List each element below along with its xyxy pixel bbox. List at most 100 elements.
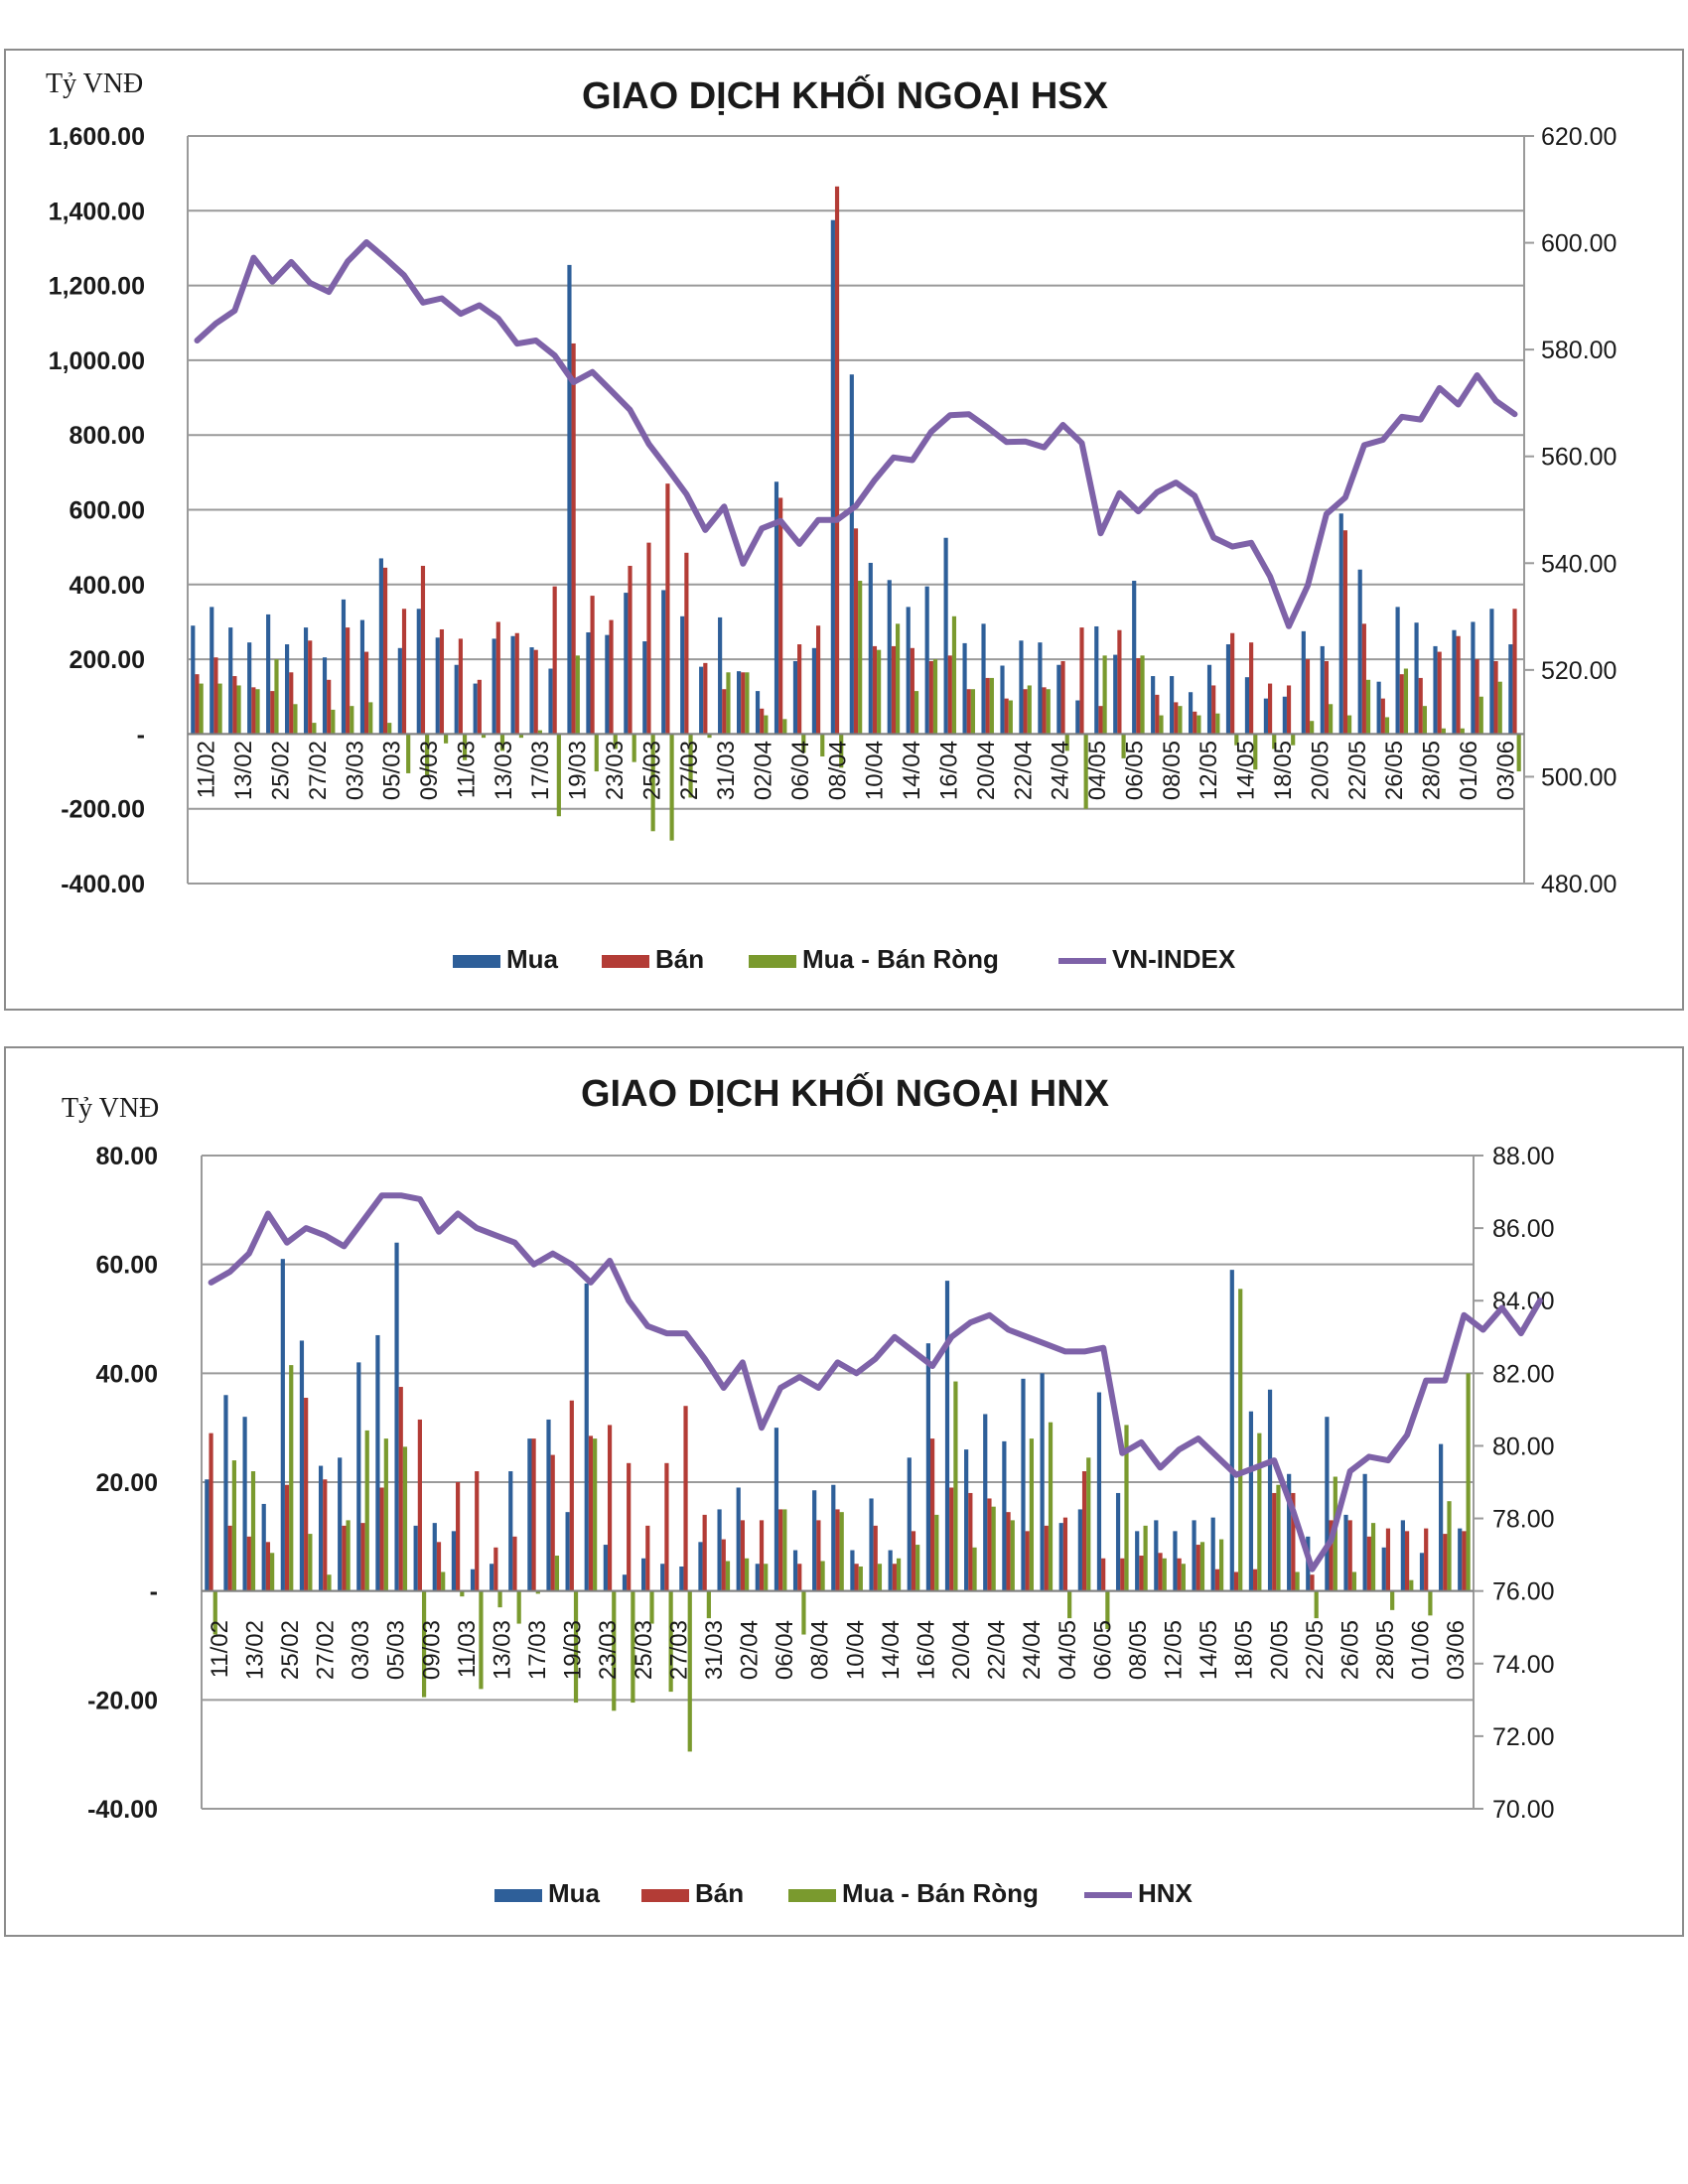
hnx-bar-ban — [323, 1479, 328, 1591]
hnx-x-tick-label: 23/03 — [595, 1620, 622, 1680]
hnx-bar-mua — [1229, 1270, 1234, 1591]
hsx-bar-rong — [1460, 728, 1465, 735]
hsx-bar-mua — [492, 638, 496, 735]
hsx-y-right-tick: 600.00 — [1541, 230, 1617, 258]
hsx-bar-mua — [605, 634, 610, 735]
hsx-legend-swatch — [453, 955, 500, 968]
hnx-bar-rong — [289, 1365, 294, 1591]
hsx-bar-mua — [1508, 644, 1513, 735]
hnx-x-tick-label: 06/04 — [772, 1620, 798, 1680]
hnx-bar-ban — [588, 1435, 594, 1591]
hnx-unit-label: Tỷ VNĐ — [62, 1093, 159, 1124]
hsx-bar-mua — [1471, 621, 1476, 735]
hnx-bar-mua — [1381, 1547, 1386, 1591]
hsx-bar-rong — [556, 734, 561, 817]
hsx-bar-mua — [774, 481, 779, 735]
hnx-y-right-tick: 88.00 — [1492, 1143, 1555, 1170]
hnx-bar-ban — [683, 1406, 688, 1591]
hnx-bar-mua — [717, 1509, 722, 1591]
hnx-bar-mua — [394, 1242, 399, 1591]
hnx-bar-mua — [640, 1558, 646, 1591]
hsx-bar-ban — [1399, 674, 1404, 735]
hnx-bar-ban — [1253, 1569, 1258, 1591]
hnx-bar-ban — [835, 1509, 840, 1591]
hsx-bar-mua — [1452, 629, 1457, 735]
hsx-bar-mua — [586, 631, 591, 735]
hnx-bar-ban — [911, 1531, 916, 1591]
hnx-x-tick-label: 06/05 — [1089, 1620, 1116, 1680]
hsx-bar-mua — [567, 264, 572, 735]
hnx-bar-ban — [1443, 1534, 1448, 1591]
hsx-bar-ban — [1342, 530, 1347, 735]
hnx-bar-ban — [1196, 1545, 1200, 1591]
hsx-bar-mua — [1206, 664, 1212, 735]
hnx-x-tick-label: 22/04 — [984, 1620, 1011, 1680]
hnx-x-tick-label: 04/05 — [1055, 1620, 1081, 1680]
hnx-bar-mua — [584, 1283, 589, 1591]
hsx-bar-mua — [661, 590, 666, 735]
hnx-legend-label: Mua - Bán Ròng — [842, 1878, 1039, 1908]
hsx-bar-ban — [1512, 609, 1517, 735]
hnx-y-right-tick: 70.00 — [1492, 1796, 1555, 1824]
hsx-bar-mua — [510, 635, 515, 735]
hnx-bar-rong — [801, 1590, 806, 1635]
hsx-bar-rong — [444, 734, 449, 744]
hsx-bar-ban — [590, 596, 595, 735]
hsx-x-tick-label: 06/04 — [787, 741, 814, 800]
hnx-y-left-tick: -40.00 — [87, 1796, 158, 1824]
hnx-x-tick-label: 10/04 — [842, 1620, 869, 1680]
hnx-x-tick-label: 08/05 — [1125, 1620, 1152, 1680]
hsx-bar-mua — [341, 599, 347, 735]
hsx-bar-mua — [228, 627, 233, 735]
hsx-bar-rong — [914, 691, 919, 735]
hnx-bar-rong — [270, 1553, 275, 1591]
hsx-bar-ban — [815, 625, 821, 735]
hnx-x-tick-label: 28/05 — [1372, 1620, 1399, 1680]
hsx-bar-ban — [382, 567, 388, 735]
hnx-bar-rong — [1390, 1590, 1395, 1610]
hsx-x-tick-label: 20/04 — [973, 741, 1000, 800]
hnx-bar-rong — [1466, 1373, 1471, 1591]
hnx-bar-mua — [698, 1542, 703, 1591]
hsx-bar-mua — [924, 586, 929, 735]
hnx-bar-ban — [1044, 1525, 1049, 1591]
hsx-x-tick-label: 01/06 — [1456, 741, 1482, 800]
hsx-bar-mua — [1151, 676, 1156, 735]
hsx-bar-ban — [1361, 623, 1366, 735]
hsx-bar-ban — [477, 679, 482, 735]
hsx-x-tick-label: 03/06 — [1492, 741, 1519, 800]
hnx-bar-rong — [573, 1590, 579, 1704]
hnx-bar-ban — [1291, 1492, 1296, 1591]
hnx-bar-rong — [479, 1590, 484, 1690]
hnx-bar-rong — [593, 1438, 598, 1591]
hnx-bar-rong — [327, 1574, 332, 1591]
hsx-x-tick-label: 17/03 — [527, 741, 554, 800]
hsx-x-tick-label: 22/04 — [1010, 741, 1037, 800]
hsx-x-tick-label: 25/02 — [267, 741, 294, 800]
hnx-x-tick-label: 02/04 — [737, 1620, 764, 1680]
hsx-bar-ban — [1042, 687, 1047, 735]
hnx-bar-rong — [612, 1590, 617, 1711]
hsx-bar-ban — [966, 689, 971, 735]
hnx-x-tick-label: 27/03 — [665, 1620, 692, 1680]
hnx-bar-ban — [1214, 1569, 1219, 1591]
hsx-bar-mua — [1320, 645, 1325, 735]
hsx-chart-title: GIAO DỊCH KHỐI NGOẠI HSX — [582, 72, 1109, 117]
hnx-bar-ban — [873, 1525, 878, 1591]
hsx-bar-mua — [736, 671, 742, 735]
hsx-bar-rong — [1384, 717, 1390, 735]
hnx-x-tick-label: 26/05 — [1336, 1620, 1363, 1680]
hsx-bar-ban — [703, 662, 708, 735]
hnx-bar-mua — [1154, 1520, 1159, 1591]
hnx-bar-mua — [1267, 1389, 1273, 1591]
hsx-bar-rong — [1272, 734, 1277, 750]
hsx-bar-rong — [1064, 734, 1069, 751]
hsx-bar-rong — [350, 706, 354, 735]
hsx-bar-mua — [1075, 700, 1080, 735]
hsx-bar-mua — [191, 625, 196, 735]
hsx-bar-rong — [1422, 706, 1427, 735]
hnx-bar-rong — [402, 1446, 408, 1591]
hsx-bar-rong — [707, 734, 712, 739]
hnx-bar-mua — [356, 1362, 361, 1591]
